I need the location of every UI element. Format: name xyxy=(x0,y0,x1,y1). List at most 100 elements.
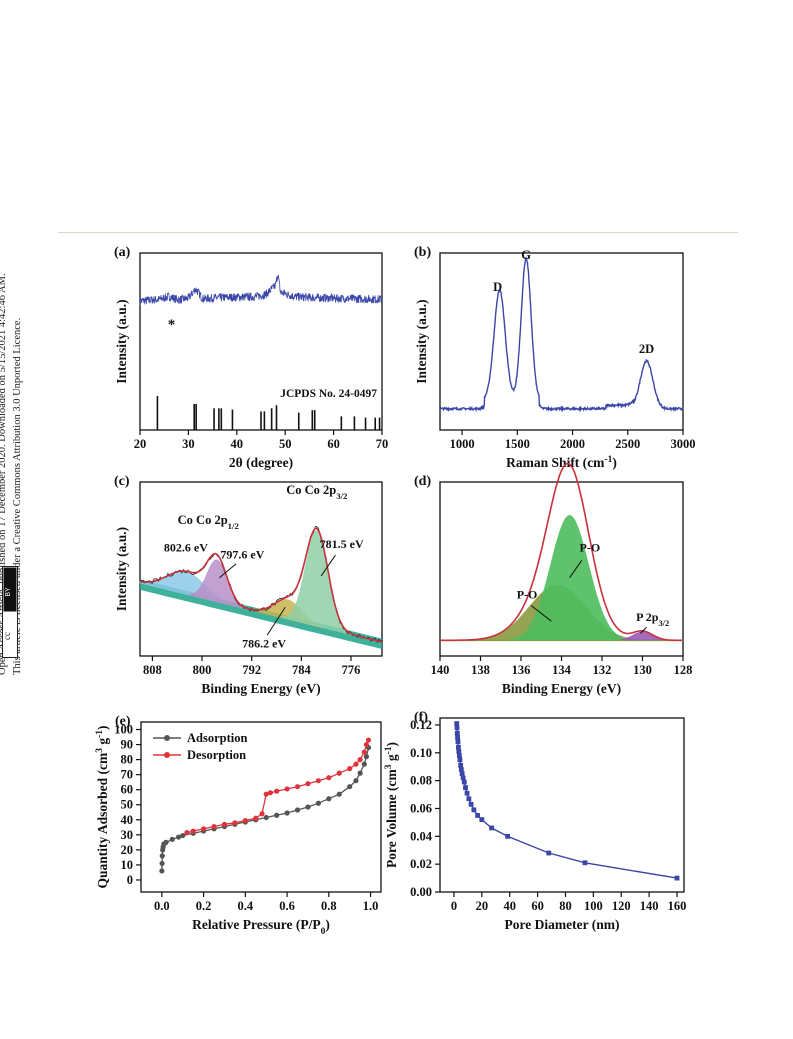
xps-p-label-2p32-part: 3/2 xyxy=(658,619,669,628)
isotherm-adsorption-point xyxy=(363,754,369,760)
isotherm-desorption-point xyxy=(201,826,207,832)
xps-co-peak-2p12: Co Co 2p1/2 xyxy=(178,513,239,531)
pore-volume-point xyxy=(466,796,472,802)
isotherm-adsorption-point xyxy=(159,860,165,867)
isotherm-desorption-point xyxy=(267,790,273,796)
isotherm-desorption-point xyxy=(259,811,265,817)
isotherm-xlabel-part: Relative Pressure (P/ xyxy=(192,917,312,932)
raman-ylabel-part: Intensity (a.u.) xyxy=(414,299,429,383)
isotherm-adsorption-point xyxy=(361,761,367,767)
pore-ytick-label: 0.06 xyxy=(410,801,432,815)
isotherm-adsorption-point xyxy=(284,810,290,816)
isotherm-ylabel-part: g xyxy=(95,738,110,745)
pore-ylabel-part: 3 xyxy=(384,764,394,769)
pore-volume-point xyxy=(455,739,461,745)
pore-volume-point xyxy=(505,833,511,839)
isotherm-ytick-label: 50 xyxy=(121,798,134,812)
pore-volume-point xyxy=(454,721,460,726)
xps-co-label-781: 781.5 eV xyxy=(320,537,364,551)
xps-p-xlabel: Binding Energy (eV) xyxy=(502,681,621,696)
xps-p-xtick-label: 138 xyxy=(471,663,490,677)
isotherm-desorption-point xyxy=(232,820,238,826)
xps-co-ylabel: Intensity (a.u.) xyxy=(114,527,129,611)
pore-ytick-label: 0.04 xyxy=(410,829,433,843)
isotherm-desorption-point xyxy=(357,757,363,763)
isotherm-legend-label: Adsorption xyxy=(187,731,247,745)
isotherm-adsorption-point xyxy=(159,868,165,874)
pore-volume-point xyxy=(455,735,460,740)
raman-series-line xyxy=(439,257,684,413)
isotherm-xlabel-part: ) xyxy=(325,917,330,932)
raman-frame xyxy=(439,252,684,431)
isotherm-xtick-label: 0.2 xyxy=(196,899,212,913)
raman-xtick-label: 1500 xyxy=(505,437,530,451)
isotherm-adsorption-point xyxy=(326,796,332,802)
isotherm-desorption-point xyxy=(211,823,217,830)
xrd-panel-label: (a) xyxy=(114,245,131,260)
isotherm-xtick-label: 0.6 xyxy=(279,899,295,913)
xrd-ylabel-part: Intensity (a.u.) xyxy=(114,299,129,383)
isotherm-panel-label: (e) xyxy=(115,714,131,729)
pore-ylabel-part: -1 xyxy=(384,746,394,754)
pore-volume-line xyxy=(456,723,678,879)
xps-co-peak-2p12-part: Co Co xyxy=(178,513,215,527)
pore-volume-point xyxy=(457,757,463,763)
xps-co-xtick-label: 784 xyxy=(292,663,312,677)
xps-p-xtick-label: 134 xyxy=(552,663,572,677)
xps-co-component-3 xyxy=(282,529,352,636)
isotherm-legend-label: Desorption xyxy=(187,748,246,762)
xps-co-leader-797 xyxy=(219,563,237,579)
isotherm-adsorption-point xyxy=(180,832,186,839)
raman-peak-label-d: D xyxy=(493,280,502,294)
pore-volume-point xyxy=(458,767,464,772)
xps-p-label-2p32-part: 2p xyxy=(646,610,659,624)
isotherm-desorption-point xyxy=(263,791,269,797)
pore-xtick-label: 120 xyxy=(612,899,631,913)
isotherm-xlabel: Relative Pressure (P/P0) xyxy=(192,917,330,937)
isotherm-desorption-point xyxy=(363,741,369,748)
xps-p-label-2p32-part: P xyxy=(636,610,646,624)
isotherm-adsorption-point xyxy=(274,812,280,818)
isotherm-desorption-point xyxy=(242,817,248,824)
isotherm-adsorption-point xyxy=(353,778,359,784)
isotherm-desorption-point xyxy=(315,778,321,784)
xrd-xlabel: 2θ (degree) xyxy=(229,455,293,470)
xps-p-leader-po-main xyxy=(569,560,583,578)
xps-p-component-2 xyxy=(619,631,666,641)
isotherm-ytick-label: 40 xyxy=(121,813,134,827)
raman-xtick-label: 2500 xyxy=(615,437,640,451)
xps-co-xlabel-part: Binding Energy (eV) xyxy=(201,681,320,696)
cc-badge-label: cc xyxy=(2,632,12,640)
isotherm-frame xyxy=(140,721,382,893)
pore-panel-label: (f) xyxy=(414,710,428,725)
pore-ytick-label: 0.00 xyxy=(410,885,432,899)
xps-co-xlabel: Binding Energy (eV) xyxy=(201,681,320,696)
pore-volume-point xyxy=(463,785,468,790)
xps-p-label-2p32: P 2p3/2 xyxy=(636,610,669,628)
isotherm-desorption-point xyxy=(221,821,228,827)
pore-volume-point xyxy=(456,753,462,758)
pore-volume-point xyxy=(471,807,477,813)
xps-co-xtick-label: 776 xyxy=(342,663,361,677)
isotherm-ylabel-part: Quantity Adsorbed ( xyxy=(95,769,110,888)
isotherm-ytick-label: 60 xyxy=(121,783,134,797)
xps-co-xtick-label: 808 xyxy=(143,663,162,677)
pore-volume-point xyxy=(456,744,461,750)
xrd-xlabel-part: 2θ (degree) xyxy=(229,455,293,470)
xps-p-label-po-main: P-O xyxy=(580,541,601,555)
isotherm-legend-marker xyxy=(164,752,170,758)
isotherm-adsorption-point xyxy=(315,800,321,806)
xps-co-xtick-label: 792 xyxy=(242,663,261,677)
pore-volume-point xyxy=(479,817,485,823)
isotherm-xtick-label: 0.4 xyxy=(238,899,254,913)
isotherm-desorption-point xyxy=(190,828,196,834)
isotherm-ylabel-part: -1 xyxy=(95,730,105,738)
isotherm-ytick-label: 10 xyxy=(121,858,134,872)
xps-p-panel-label: (d) xyxy=(414,474,431,489)
isotherm-desorption-point xyxy=(294,784,301,790)
xps-p-xtick-label: 132 xyxy=(593,663,612,677)
xps-co-label-802: 802.6 eV xyxy=(164,541,208,555)
raman-xlabel: Raman Shift (cm-1) xyxy=(506,455,617,470)
xps-co-peak-2p32: Co Co 2p3/2 xyxy=(286,483,347,501)
pore-xtick-label: 140 xyxy=(640,899,659,913)
